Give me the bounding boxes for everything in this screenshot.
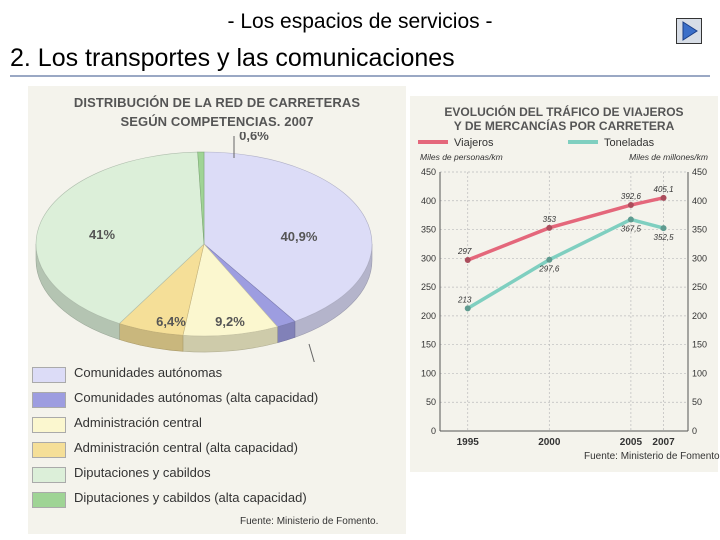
y-tick-left: 0 bbox=[431, 426, 436, 436]
data-point bbox=[546, 256, 553, 263]
pie-title-line1: DISTRIBUCIÓN DE LA RED DE CARRETERAS bbox=[73, 95, 361, 110]
data-label: 297 bbox=[457, 247, 472, 256]
y-tick-left: 200 bbox=[421, 311, 436, 321]
line-legend-label: Viajeros bbox=[454, 137, 494, 149]
legend-swatch bbox=[32, 442, 66, 458]
y-tick-right: 350 bbox=[692, 225, 707, 235]
x-tick-label: 2005 bbox=[620, 437, 643, 448]
pie-title-line2: SEGÚN COMPETENCIAS. 2007 bbox=[120, 114, 314, 129]
y-tick-left: 400 bbox=[421, 196, 436, 206]
legend-swatch bbox=[32, 367, 66, 383]
data-label: 352,5 bbox=[654, 233, 675, 242]
y-tick-right: 200 bbox=[692, 311, 707, 321]
y-tick-left: 250 bbox=[421, 282, 436, 292]
data-point bbox=[660, 194, 667, 201]
y-tick-right: 300 bbox=[692, 253, 707, 263]
y-tick-right: 450 bbox=[692, 167, 707, 177]
x-tick-label: 1995 bbox=[457, 437, 480, 448]
line-title-line1: EVOLUCIÓN DEL TRÁFICO DE VIAJEROS bbox=[444, 105, 684, 119]
series-line-viajeros bbox=[467, 196, 664, 262]
pie-label-4: 41% bbox=[89, 227, 115, 242]
legend-label: Administración central bbox=[74, 415, 202, 430]
data-point bbox=[464, 257, 471, 264]
y-tick-right: 250 bbox=[692, 282, 707, 292]
pie-label-5: 0,6% bbox=[239, 132, 269, 143]
legend-label: Diputaciones y cabildos bbox=[74, 465, 211, 480]
legend-label: Comunidades autónomas (alta capacidad) bbox=[74, 390, 319, 405]
line-chart: Viajeros Toneladas Miles de personas/km Mil… bbox=[418, 137, 708, 448]
line-legend-label: Toneladas bbox=[604, 137, 655, 149]
data-label: 367,5 bbox=[621, 224, 642, 233]
legend-swatch bbox=[32, 392, 66, 408]
pie-leader-1 bbox=[308, 343, 315, 362]
line-title-line2: Y DE MERCANCÍAS POR CARRETERA bbox=[453, 119, 675, 133]
pie-label-2: 9,2% bbox=[215, 314, 245, 329]
legend-swatch bbox=[32, 467, 66, 483]
title-underline bbox=[10, 75, 710, 77]
y-axis-left-label: Miles de personas/km bbox=[420, 152, 503, 162]
x-tick-label: 2007 bbox=[652, 437, 675, 448]
data-point bbox=[464, 305, 471, 312]
pie-slice-2 bbox=[182, 243, 278, 337]
y-tick-left: 50 bbox=[426, 397, 436, 407]
y-tick-right: 400 bbox=[692, 196, 707, 206]
y-tick-right: 150 bbox=[692, 340, 707, 350]
y-tick-right: 100 bbox=[692, 368, 707, 378]
data-point bbox=[627, 202, 634, 209]
legend-label: Diputaciones y cabildos (alta capacidad) bbox=[74, 490, 307, 505]
data-point bbox=[627, 216, 634, 223]
pie-label-3: 6,4% bbox=[156, 314, 186, 329]
data-label: 353 bbox=[543, 215, 557, 224]
y-tick-left: 350 bbox=[421, 225, 436, 235]
pie-chart: 40,9%1,9%9,2%6,4%41%0,6% bbox=[35, 132, 373, 362]
pie-slice-5 bbox=[197, 151, 205, 245]
legend-label: Administración central (alta capacidad) bbox=[74, 440, 298, 455]
y-tick-right: 50 bbox=[692, 397, 702, 407]
legend-label: Comunidades autónomas bbox=[74, 365, 223, 380]
slide-subtitle: - Los espacios de servicios - bbox=[227, 10, 493, 33]
line-source: Fuente: Ministerio de Fomento. bbox=[584, 451, 720, 462]
pie-source: Fuente: Ministerio de Fomento. bbox=[240, 516, 379, 527]
data-label: 392,6 bbox=[621, 192, 642, 201]
data-label: 297,6 bbox=[538, 265, 560, 274]
y-tick-left: 150 bbox=[421, 340, 436, 350]
data-label: 405,1 bbox=[654, 185, 674, 194]
data-label: 213 bbox=[457, 295, 472, 304]
data-point bbox=[660, 225, 667, 232]
pie-label-0: 40,9% bbox=[281, 229, 318, 244]
next-slide-button[interactable] bbox=[676, 18, 702, 44]
data-point bbox=[546, 224, 553, 231]
series-line-toneladas bbox=[466, 217, 664, 310]
legend-swatch bbox=[32, 417, 66, 433]
y-tick-right: 0 bbox=[692, 426, 697, 436]
x-tick-label: 2000 bbox=[538, 437, 561, 448]
y-tick-left: 450 bbox=[421, 167, 436, 177]
play-arrow-icon bbox=[682, 21, 698, 41]
pie-slice-0 bbox=[203, 151, 373, 322]
y-tick-left: 300 bbox=[421, 253, 436, 263]
y-tick-left: 100 bbox=[421, 368, 436, 378]
y-axis-right-label: Miles de millones/km bbox=[629, 152, 708, 162]
pie-chart-panel: DISTRIBUCIÓN DE LA RED DE CARRETERAS SEG… bbox=[28, 86, 406, 534]
legend-swatch bbox=[32, 492, 66, 508]
slide-title: 2. Los transportes y las comunicaciones bbox=[10, 44, 455, 72]
pie-slice-4 bbox=[35, 151, 205, 324]
line-chart-panel: EVOLUCIÓN DEL TRÁFICO DE VIAJEROS Y DE M… bbox=[410, 96, 720, 472]
